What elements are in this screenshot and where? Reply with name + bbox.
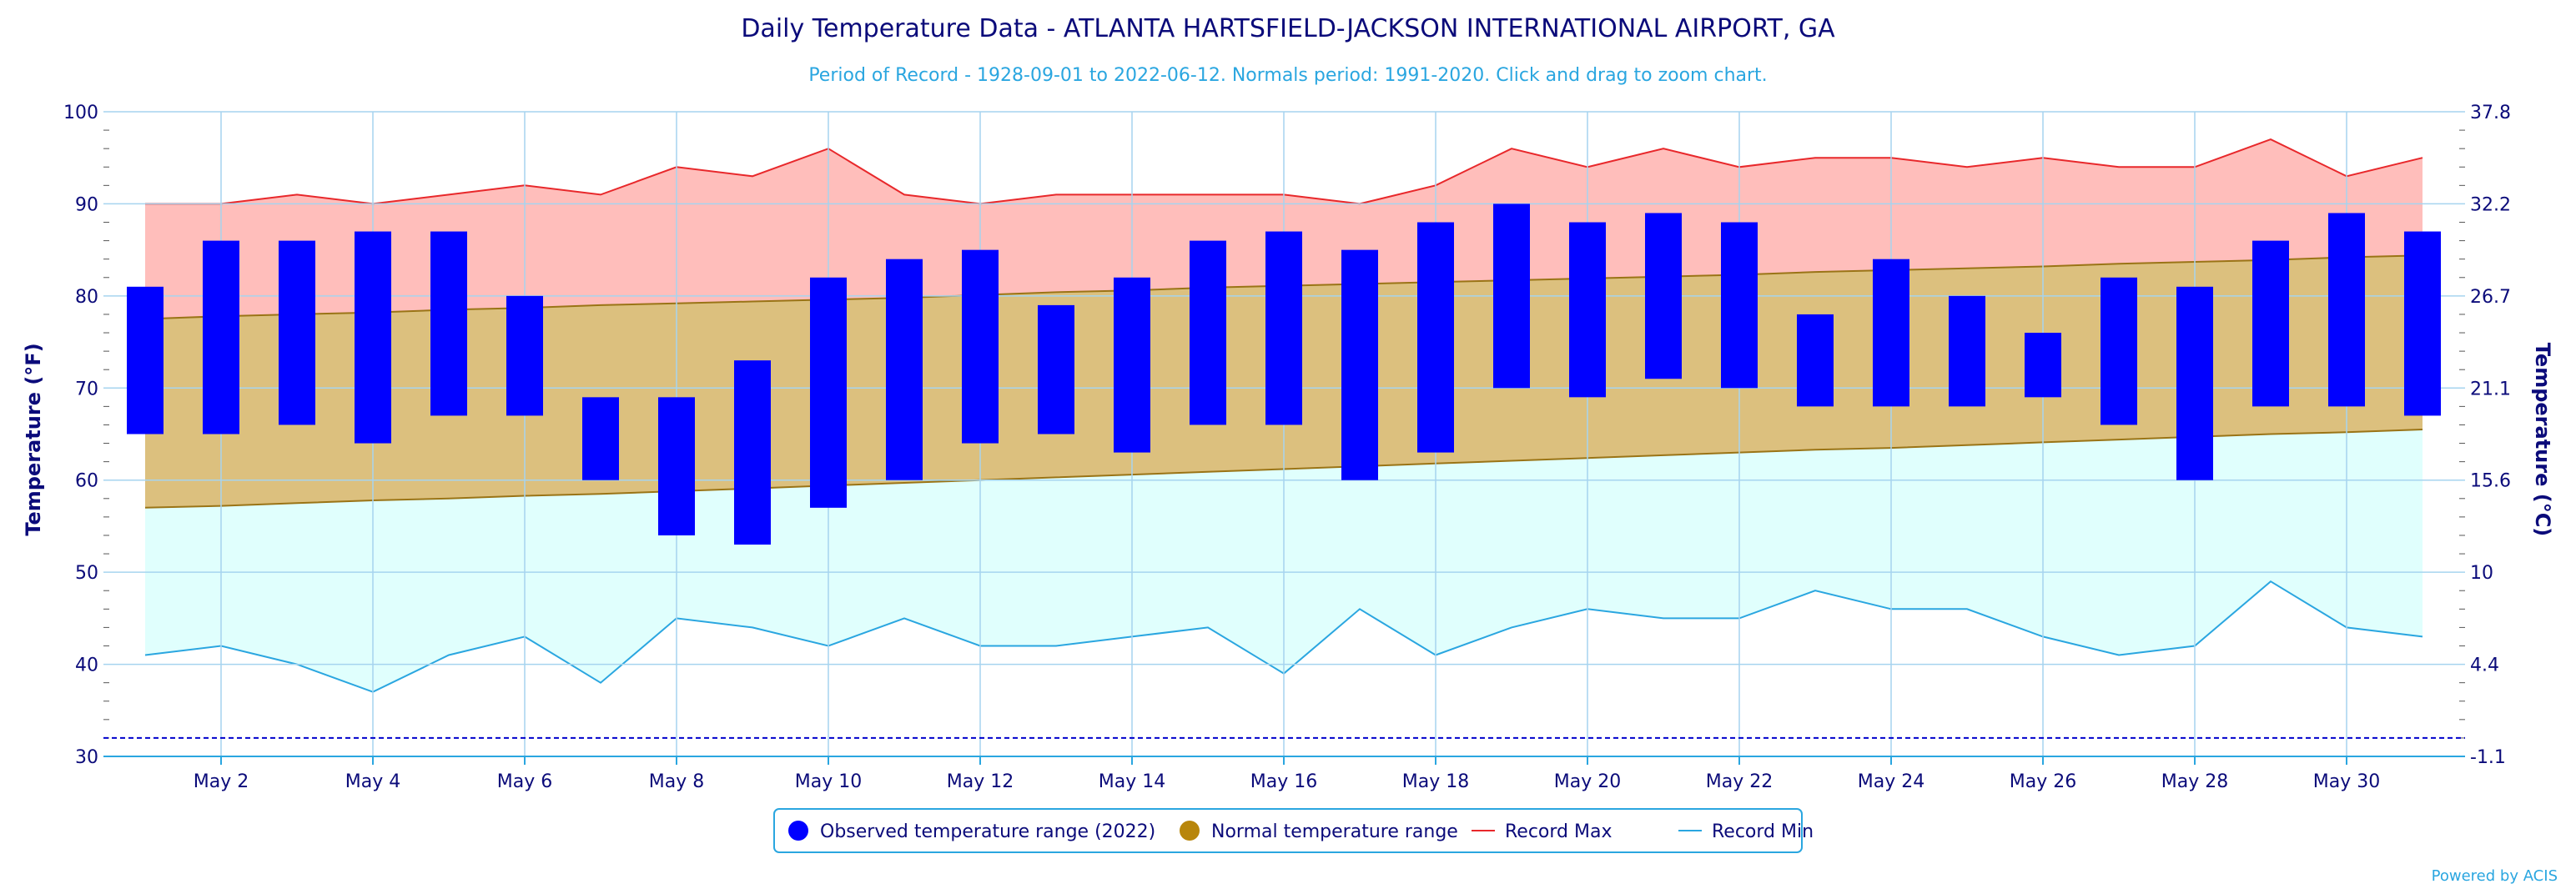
x-tick-label: May 2 — [194, 771, 249, 792]
observed-range-bar-may-10 — [810, 277, 847, 508]
legend-box — [773, 808, 1803, 853]
observed-range-bar-may-31 — [2404, 231, 2441, 416]
y-tick-label-left: 90 — [75, 194, 98, 215]
x-tick-label: May 4 — [345, 771, 400, 792]
x-tick-label: May 18 — [1402, 771, 1469, 792]
observed-range-bar-may-21 — [1645, 213, 1682, 379]
chart-legend: Observed temperature range (2022) Normal … — [773, 808, 1814, 853]
observed-range-bar-may-19 — [1493, 203, 1530, 389]
x-tick-label: May 14 — [1099, 771, 1165, 792]
legend-record-min-label[interactable]: Record Min — [1712, 821, 1814, 842]
y-tick-label-right: 10 — [2470, 563, 2493, 584]
observed-range-bar-may-15 — [1190, 240, 1226, 425]
legend-normal-range-icon — [1180, 821, 1200, 841]
observed-range-bar-may-8 — [658, 397, 695, 535]
x-tick-label: May 6 — [497, 771, 552, 792]
x-tick-label: May 30 — [2313, 771, 2380, 792]
y-tick-label-left: 100 — [63, 103, 98, 123]
observed-range-bar-may-16 — [1265, 231, 1302, 425]
chart-axes: 100 90 80 70 60 50 40 30 37.8 32.2 26.7 21.1 15.6 10 4… — [63, 103, 2511, 792]
x-tick-label: May 20 — [1554, 771, 1621, 792]
legend-normal-range-label[interactable]: Normal temperature range — [1211, 821, 1458, 842]
y-tick-label-left: 40 — [75, 655, 98, 676]
y-tick-label-left: 80 — [75, 287, 98, 308]
y-axis-title-right: Temperature (°C) — [2531, 343, 2554, 537]
observed-range-bar-may-12 — [962, 249, 999, 444]
observed-range-bar-may-4 — [355, 231, 391, 444]
observed-range-bar-may-18 — [1417, 222, 1454, 453]
acis-credit-link[interactable]: Powered by ACIS — [2432, 867, 2558, 885]
chart-subtitle: Period of Record - 1928-09-01 to 2022-06… — [808, 65, 1767, 86]
observed-range-bar-may-22 — [1721, 222, 1758, 389]
y-tick-label-left: 60 — [75, 471, 98, 492]
y-tick-label-left: 30 — [75, 747, 98, 768]
y-tick-label-right: 15.6 — [2470, 471, 2511, 492]
observed-range-bar-may-6 — [506, 295, 543, 416]
x-tick-label: May 16 — [1250, 771, 1317, 792]
y-tick-label-right: 21.1 — [2470, 379, 2511, 399]
observed-range-bars — [127, 203, 2441, 545]
observed-range-bar-may-17 — [1341, 249, 1378, 480]
observed-range-bar-may-25 — [1949, 295, 1985, 407]
y-tick-label-right: 26.7 — [2470, 287, 2511, 308]
observed-range-bar-may-24 — [1873, 259, 1909, 407]
y-tick-label-right: 32.2 — [2470, 194, 2511, 215]
x-tick-label: May 26 — [2010, 771, 2076, 792]
observed-range-bar-may-11 — [886, 259, 923, 480]
x-tick-label: May 8 — [649, 771, 704, 792]
observed-range-bar-may-28 — [2176, 286, 2213, 480]
observed-range-bar-may-29 — [2252, 240, 2289, 407]
x-tick-label: May 22 — [1706, 771, 1773, 792]
y-tick-label-left: 50 — [75, 563, 98, 584]
legend-observed-range-label[interactable]: Observed temperature range (2022) — [820, 821, 1155, 842]
observed-range-bar-may-7 — [582, 397, 619, 480]
observed-range-bar-may-9 — [734, 360, 771, 545]
chart-title: Daily Temperature Data - ATLANTA HARTSFI… — [741, 14, 1835, 43]
observed-range-bar-may-1 — [127, 286, 164, 434]
legend-record-max-label[interactable]: Record Max — [1505, 821, 1613, 842]
observed-range-bar-may-14 — [1114, 277, 1150, 453]
y-tick-label-right: 4.4 — [2470, 655, 2499, 676]
observed-range-bar-may-30 — [2328, 213, 2365, 407]
observed-range-bar-may-3 — [279, 240, 315, 425]
y-tick-label-right: -1.1 — [2470, 747, 2506, 768]
observed-range-bar-may-5 — [430, 231, 467, 416]
y-tick-label-left: 70 — [75, 379, 98, 399]
x-tick-label: May 28 — [2161, 771, 2228, 792]
observed-range-bar-may-13 — [1038, 304, 1074, 434]
legend-observed-range-icon — [788, 821, 808, 841]
x-tick-label: May 10 — [795, 771, 862, 792]
observed-range-bar-may-2 — [203, 240, 239, 434]
observed-range-bar-may-20 — [1569, 222, 1606, 398]
x-tick-label: May 12 — [947, 771, 1014, 792]
y-tick-label-right: 37.8 — [2470, 103, 2511, 123]
observed-range-bar-may-27 — [2101, 277, 2137, 425]
observed-range-bar-may-23 — [1797, 314, 1834, 407]
y-axis-title-left: Temperature (°F) — [22, 343, 45, 535]
observed-range-bar-may-26 — [2025, 333, 2061, 398]
x-tick-label: May 24 — [1858, 771, 1924, 792]
